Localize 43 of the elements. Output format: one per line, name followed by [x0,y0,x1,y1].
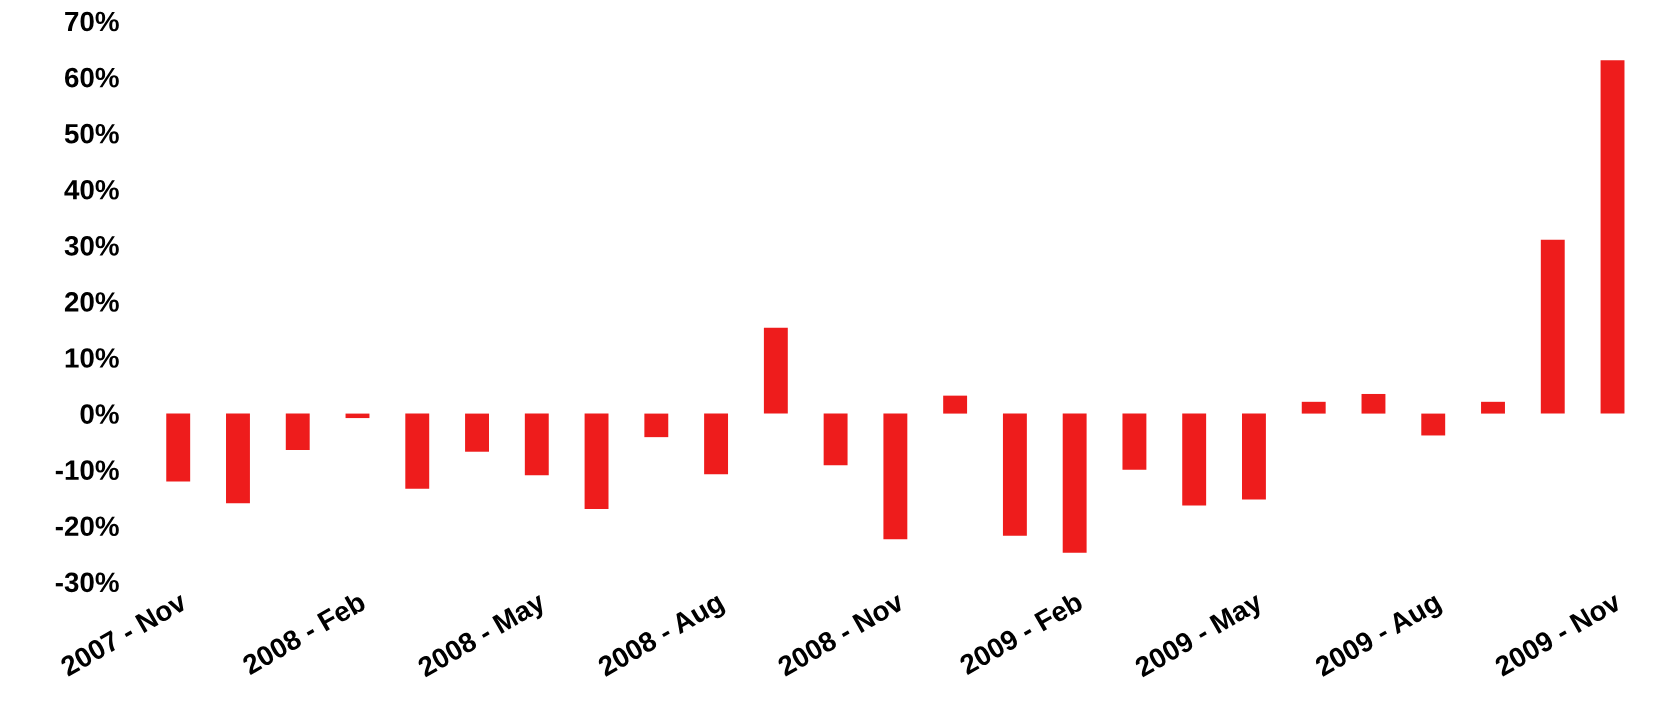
bar [285,413,310,451]
bar [226,413,250,504]
x-tick-label: 2009 - May [1133,590,1267,683]
y-tick-label: -10% [55,460,119,481]
bar [1421,413,1446,436]
bar [1481,401,1505,414]
x-tick-label: 2009 - Feb [957,590,1084,676]
y-tick-label: 40% [64,179,119,200]
bar [1062,413,1087,553]
bar [644,413,669,438]
x-tick-label: 2008 - May [416,590,550,683]
y-tick-label: 60% [64,67,119,88]
x-tick-label: 2008 - Nov [776,590,906,677]
y-tick-label: 10% [65,348,119,368]
bar [823,413,848,466]
y-tick-label: 30% [64,236,119,256]
y-tick-label: -30% [55,572,119,593]
y-tick-label: 0% [80,404,119,424]
bar [1242,413,1266,500]
x-tick-label: 2009 - Nov [1493,590,1623,677]
bar [883,413,908,540]
bar [1540,239,1565,414]
x-tick-label: 2009 - Aug [1313,591,1445,682]
bar [763,327,788,414]
bar [1182,413,1207,506]
bar [1122,413,1147,470]
x-tick-label: 2008 - Feb [240,590,367,676]
bar [584,413,609,509]
bar [1301,401,1326,414]
bar [943,395,968,414]
y-tick-label: 50% [64,123,119,144]
bar [405,413,430,489]
y-tick-label: 20% [64,292,119,312]
bar [1361,393,1386,414]
bar [1600,60,1625,414]
x-tick-label: 2008 - Aug [596,591,728,682]
bar [166,413,191,482]
bar [524,413,549,476]
y-tick-label: 70% [65,11,119,32]
bar [704,413,729,475]
y-tick-label: -20% [55,516,119,537]
bar [465,413,489,452]
bar [1002,413,1027,536]
